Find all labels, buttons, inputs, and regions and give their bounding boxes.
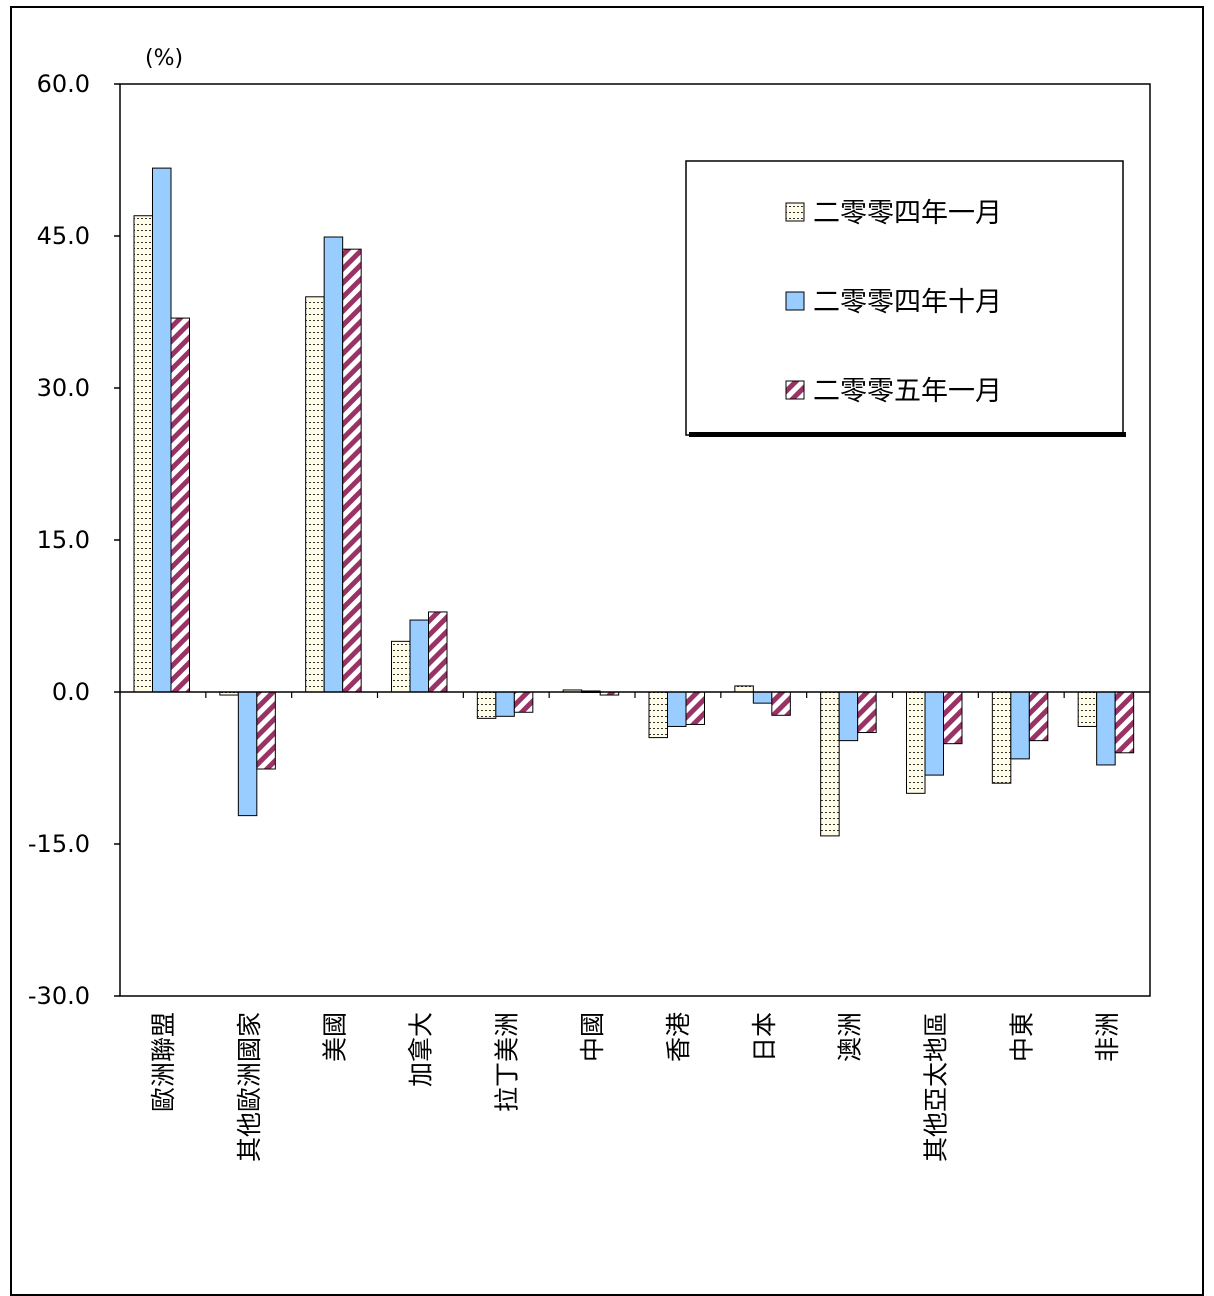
- bar-2: [752, 691, 773, 704]
- category-label: 澳洲: [836, 1012, 865, 1062]
- bar-3: [342, 248, 362, 693]
- y-tick-label: -15.0: [28, 830, 90, 858]
- y-axis-unit-label: (%): [145, 46, 183, 71]
- bar-2: [237, 691, 258, 817]
- bar-1: [133, 215, 153, 693]
- bar-3: [1028, 691, 1049, 742]
- bar-1: [906, 691, 926, 794]
- category-label: 美國: [321, 1012, 350, 1062]
- bar-2: [409, 619, 429, 693]
- y-tick-label: 0.0: [52, 678, 90, 706]
- legend-label: 二零零五年一月: [813, 376, 1002, 407]
- bar-2: [152, 167, 172, 693]
- y-tick-label: 45.0: [37, 222, 90, 250]
- legend-box: [685, 160, 1124, 436]
- y-tick-label: -30.0: [28, 982, 90, 1010]
- legend-label: 二零零四年一月: [813, 198, 1002, 229]
- category-label: 中東: [1007, 1012, 1036, 1062]
- category-label: 其他亞太地區: [921, 1012, 950, 1162]
- category-label: 其他歐洲國家: [235, 1012, 264, 1162]
- bar-1: [648, 691, 668, 739]
- category-label: 日本: [750, 1012, 779, 1062]
- category-label: 拉丁美洲: [492, 1012, 521, 1112]
- category-label: 中國: [578, 1012, 607, 1062]
- legend-swatch: [785, 202, 805, 222]
- bar-2: [1096, 691, 1116, 766]
- bar-3: [1114, 691, 1135, 754]
- bar-3: [943, 691, 963, 745]
- bar-1: [476, 691, 497, 719]
- bar-2: [924, 691, 944, 776]
- bar-3: [513, 691, 534, 713]
- bar-3: [685, 691, 705, 725]
- bar-1: [305, 296, 325, 693]
- bar-2: [667, 691, 687, 727]
- bar-1: [734, 685, 754, 693]
- legend-swatch: [785, 380, 805, 400]
- y-tick-label: 60.0: [37, 70, 90, 98]
- bar-1: [1077, 691, 1098, 727]
- legend-swatch: [785, 291, 805, 311]
- bar-3: [428, 611, 448, 693]
- y-tick-label: 15.0: [37, 526, 90, 554]
- bar-2: [838, 691, 859, 742]
- bar-2: [495, 691, 515, 717]
- bar-2: [323, 236, 344, 693]
- bar-3: [857, 691, 877, 734]
- bar-1: [820, 691, 840, 837]
- bar-2: [1010, 691, 1030, 760]
- bar-3: [256, 691, 276, 770]
- category-label: 歐洲聯盟: [149, 1012, 178, 1112]
- category-label: 非洲: [1093, 1012, 1122, 1062]
- bar-3: [771, 691, 791, 716]
- category-label: 加拿大: [406, 1012, 435, 1087]
- bar-3: [170, 317, 190, 693]
- y-tick-label: 30.0: [37, 374, 90, 402]
- category-label: 香港: [664, 1012, 693, 1062]
- legend-label: 二零零四年十月: [813, 287, 1002, 318]
- bar-1: [991, 691, 1012, 784]
- bar-1: [391, 640, 411, 693]
